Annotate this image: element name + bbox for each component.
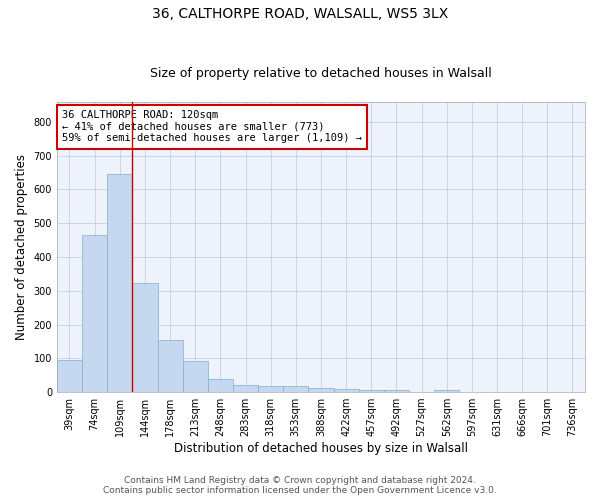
Bar: [384, 390, 409, 392]
Bar: [308, 388, 334, 392]
Bar: [283, 386, 308, 392]
Bar: [82, 235, 107, 392]
Bar: [107, 174, 133, 392]
Bar: [182, 361, 208, 392]
Bar: [57, 360, 82, 392]
Bar: [233, 384, 258, 392]
Bar: [334, 388, 359, 392]
Text: 36 CALTHORPE ROAD: 120sqm
← 41% of detached houses are smaller (773)
59% of semi: 36 CALTHORPE ROAD: 120sqm ← 41% of detac…: [62, 110, 362, 144]
Bar: [434, 390, 459, 392]
Text: Contains HM Land Registry data © Crown copyright and database right 2024.
Contai: Contains HM Land Registry data © Crown c…: [103, 476, 497, 495]
X-axis label: Distribution of detached houses by size in Walsall: Distribution of detached houses by size …: [174, 442, 468, 455]
Y-axis label: Number of detached properties: Number of detached properties: [15, 154, 28, 340]
Bar: [208, 378, 233, 392]
Bar: [359, 390, 384, 392]
Bar: [258, 386, 283, 392]
Title: Size of property relative to detached houses in Walsall: Size of property relative to detached ho…: [150, 66, 492, 80]
Bar: [158, 340, 182, 392]
Bar: [133, 284, 158, 392]
Text: 36, CALTHORPE ROAD, WALSALL, WS5 3LX: 36, CALTHORPE ROAD, WALSALL, WS5 3LX: [152, 8, 448, 22]
